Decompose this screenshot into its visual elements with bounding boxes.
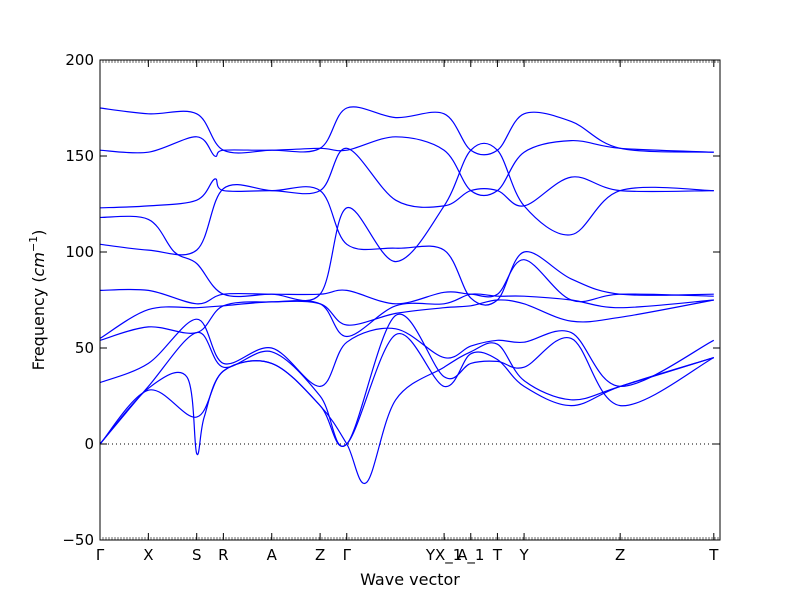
band-line-9: [99, 318, 715, 388]
y-axis-title-unit: cm: [29, 252, 48, 276]
band-line-4: [99, 142, 714, 302]
x-tick-label: Γ: [96, 546, 105, 564]
y-tick-label: 50: [75, 339, 94, 357]
plot-background: [100, 60, 720, 540]
y-axis-title-prefix: Frequency (: [29, 276, 48, 370]
y-tick-label: 100: [65, 243, 94, 261]
band-line-5: [99, 184, 714, 306]
band-line-11: [99, 333, 714, 447]
y-axis-title: Frequency (cm−1): [27, 230, 48, 371]
band-line-3: [99, 147, 714, 209]
x-tick-label: Z: [315, 546, 325, 564]
y-tick-label: 150: [65, 147, 94, 165]
band-line-1: [99, 106, 714, 156]
x-axis-title: Wave vector: [360, 570, 460, 589]
plot-frame: [99, 59, 721, 541]
y-axis-title-exponent: −1: [27, 236, 40, 252]
x-tick-label: YX_1: [425, 546, 462, 565]
x-tick-label: A_1: [457, 546, 484, 565]
y-tick-label: −50: [62, 531, 94, 549]
y-tick-label: 0: [84, 435, 94, 453]
x-tick-label: X: [143, 546, 153, 564]
band-line-10: [99, 313, 715, 447]
y-tick-label: 200: [65, 51, 94, 69]
band-line-8: [99, 299, 714, 341]
band-line-6: [99, 259, 714, 305]
x-tick-label: Y: [518, 546, 529, 564]
x-tick-labels: Γ X S R A Z Γ YX_1A_1 T Y Z T: [96, 546, 719, 565]
y-tick-labels: −50 0 50 100 150 200: [62, 51, 94, 549]
x-tick-label: Z: [615, 546, 625, 564]
x-tick-label: Γ: [343, 546, 352, 564]
band-line-7: [99, 293, 714, 339]
x-tick-label: R: [218, 546, 228, 564]
x-tick-label: T: [708, 546, 719, 564]
band-line-2: [99, 136, 714, 197]
series-layer: [99, 106, 715, 484]
x-tick-label: S: [192, 546, 202, 564]
x-tick-label: T: [492, 546, 503, 564]
y-axis-title-suffix: ): [29, 230, 48, 236]
band-line-12: [99, 342, 714, 484]
x-tick-label: A: [267, 546, 278, 564]
